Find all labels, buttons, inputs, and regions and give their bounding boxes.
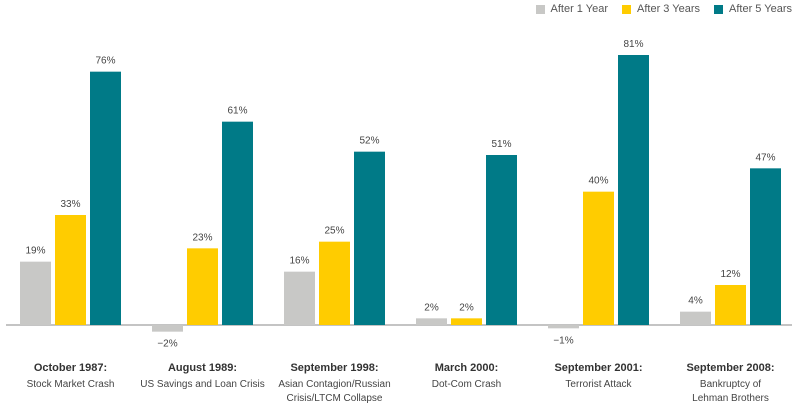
bar: [618, 55, 649, 325]
category-subtitle: Lehman Brothers: [692, 393, 769, 404]
category-subtitle: Dot-Com Crash: [432, 379, 501, 390]
data-label: 19%: [25, 246, 45, 257]
legend-item-1yr: After 1 Year: [535, 3, 609, 15]
legend-swatch-3yr: [622, 4, 631, 14]
bar: [284, 271, 315, 325]
bar: [55, 215, 86, 325]
legend-item-3yr: After 3 Years: [622, 3, 700, 15]
data-label: 33%: [60, 199, 80, 210]
data-label: 40%: [588, 176, 608, 187]
bar: [319, 241, 350, 325]
data-label: −1%: [553, 335, 573, 346]
bar: [152, 325, 183, 332]
data-label: 25%: [324, 226, 344, 237]
category-subtitle: Crisis/LTCM Collapse: [287, 393, 383, 404]
data-label: 76%: [95, 56, 115, 67]
bar: [416, 318, 447, 325]
legend-label-3yr: After 3 Years: [637, 3, 700, 15]
category-title: September 1998:: [290, 362, 378, 374]
data-label: 52%: [359, 136, 379, 147]
bar: [583, 191, 614, 325]
legend-swatch-1yr: [535, 4, 545, 14]
category-title: August 1989:: [168, 362, 237, 374]
category-subtitle: Asian Contagion/Russian: [278, 379, 390, 390]
data-label: 16%: [289, 256, 309, 267]
category-subtitle: Bankruptcy of: [700, 379, 761, 390]
data-label: 4%: [688, 296, 703, 307]
data-label: 23%: [192, 232, 212, 243]
bar: [486, 155, 517, 325]
bar: [354, 151, 385, 325]
data-label: 12%: [720, 269, 740, 280]
bar: [715, 285, 746, 325]
bar: [90, 71, 121, 326]
category-title: September 2001:: [554, 362, 642, 374]
category-subtitle: Terrorist Attack: [565, 379, 632, 390]
bar: [20, 261, 51, 325]
legend-swatch-5yr: [714, 4, 723, 14]
category-title: March 2000:: [435, 362, 499, 374]
bar: [222, 121, 253, 326]
data-label: 51%: [491, 139, 511, 150]
bar: [548, 325, 579, 329]
data-label: 2%: [459, 302, 474, 313]
data-label: 47%: [755, 152, 775, 163]
category-subtitle: Stock Market Crash: [27, 379, 115, 390]
bar: [451, 318, 482, 325]
category-subtitle: US Savings and Loan Crisis: [140, 379, 265, 390]
legend-item-5yr: After 5 Years: [714, 3, 792, 15]
data-label: 61%: [227, 106, 247, 117]
bar: [680, 311, 711, 325]
bar: [750, 168, 781, 325]
bar: [187, 248, 218, 325]
data-label: −2%: [157, 339, 177, 350]
category-title: October 1987:: [34, 362, 107, 374]
legend-label-1yr: After 1 Year: [550, 3, 609, 15]
data-label: 81%: [623, 39, 643, 50]
data-label: 2%: [424, 302, 439, 313]
category-title: September 2008:: [686, 362, 774, 374]
legend-label-5yr: After 5 Years: [729, 3, 792, 15]
chart-legend: After 1 Year After 3 Years After 5 Years: [535, 3, 792, 15]
